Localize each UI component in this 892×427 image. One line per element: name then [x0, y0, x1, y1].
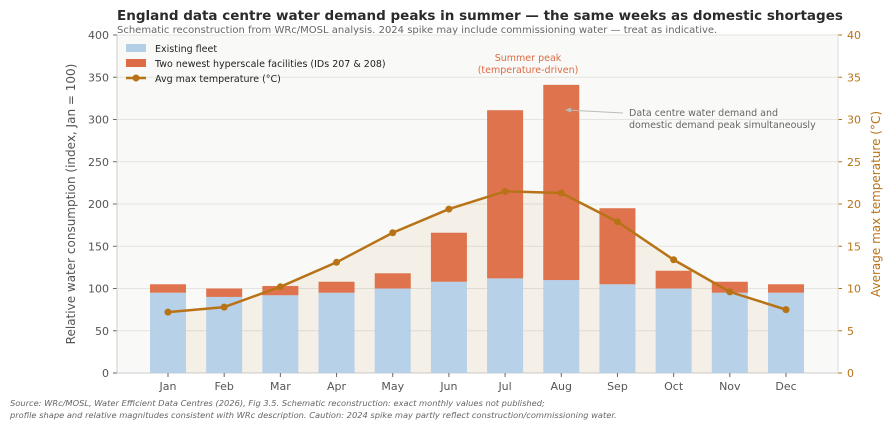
y-tick-label: 100	[88, 283, 109, 296]
annotation-simultaneous-line2: domestic demand peak simultaneously	[629, 120, 816, 131]
bar-hyperscale-feb	[206, 288, 243, 297]
y-tick-label: 300	[88, 114, 109, 127]
annotation-simultaneous-line1: Data centre water demand and	[629, 108, 778, 119]
bar-hyperscale-oct	[655, 270, 692, 289]
annotation-arrow	[566, 109, 624, 114]
temperature-point-dec	[782, 306, 790, 314]
x-tick-label: Sep	[607, 380, 628, 393]
bar-hyperscale-jun	[430, 232, 467, 282]
annotation-summer-peak-line2: (temperature-driven)	[478, 65, 579, 76]
y2-tick-label: 40	[847, 29, 861, 42]
bar-hyperscale-may	[374, 273, 411, 289]
y2-tick-label: 15	[847, 240, 861, 253]
bar-hyperscale-dec	[768, 284, 804, 293]
y-tick-label: 250	[88, 156, 109, 169]
temperature-point-nov	[726, 288, 734, 296]
temperature-point-apr	[333, 258, 341, 266]
bar-hyperscale-jan	[150, 284, 186, 293]
bar-existing-jul	[487, 278, 524, 373]
temperature-point-aug	[557, 189, 565, 197]
y-tick-label: 350	[88, 71, 109, 84]
legend-marker-temperature	[132, 74, 140, 82]
y-tick-label: 150	[88, 240, 109, 253]
chart-subtitle: Schematic reconstruction from WRc/MOSL a…	[117, 25, 718, 36]
y-tick-label: 400	[88, 29, 109, 42]
chart-title: England data centre water demand peaks i…	[117, 8, 843, 24]
legend-label-existing: Existing fleet	[155, 44, 217, 55]
temperature-point-jan	[164, 308, 172, 316]
bar-existing-aug	[543, 280, 580, 373]
source-note: Source: WRc/MOSL, Water Efficient Data C…	[10, 398, 617, 420]
temperature-point-mar	[276, 283, 284, 291]
temperature-point-jul	[501, 187, 509, 195]
bar-hyperscale-nov	[711, 281, 748, 293]
bar-existing-jun	[430, 281, 467, 373]
x-tick-label: May	[381, 380, 404, 393]
y2-tick-label: 20	[847, 198, 861, 211]
x-tick-label: Nov	[719, 380, 741, 393]
x-tick-label: Feb	[214, 380, 233, 393]
bar-existing-nov	[711, 292, 748, 373]
legend-label-temperature: Avg max temperature (°C)	[155, 74, 281, 85]
legend-swatch-existing	[126, 44, 146, 52]
y-axis-label: Relative water consumption (index, Jan =…	[64, 64, 78, 345]
temperature-point-oct	[670, 256, 678, 264]
temperature-point-jun	[445, 205, 453, 213]
y2-tick-label: 10	[847, 283, 861, 296]
y2-tick-label: 30	[847, 114, 861, 127]
y2-tick-label: 35	[847, 71, 861, 84]
legend-label-hyperscale: Two newest hyperscale facilities (IDs 20…	[154, 59, 386, 70]
y2-tick-label: 25	[847, 156, 861, 169]
y-tick-label: 50	[95, 325, 109, 338]
temperature-line	[167, 190, 787, 314]
x-tick-label: Mar	[270, 380, 291, 393]
bar-hyperscale-mar	[262, 285, 299, 296]
bar-existing-oct	[655, 288, 692, 373]
legend-swatch-hyperscale	[126, 59, 146, 67]
y2-tick-label: 5	[847, 325, 854, 338]
bar-hyperscale-aug	[543, 84, 580, 281]
bar-hyperscale-apr	[318, 281, 355, 293]
temperature-point-sep	[613, 218, 621, 226]
x-tick-label: Jan	[159, 380, 177, 393]
x-tick-label: Dec	[775, 380, 796, 393]
x-tick-label: Jul	[497, 380, 511, 393]
temperature-point-may	[389, 229, 397, 237]
bar-existing-may	[374, 288, 411, 373]
x-tick-label: Jun	[439, 380, 457, 393]
bar-existing-mar	[262, 295, 299, 373]
bar-existing-apr	[318, 292, 355, 373]
y-tick-label: 0	[102, 367, 109, 380]
annotation-summer-peak-line1: Summer peak	[495, 53, 562, 64]
x-tick-label: Oct	[664, 380, 684, 393]
x-tick-label: Apr	[327, 380, 347, 393]
y-tick-label: 200	[88, 198, 109, 211]
y2-tick-label: 0	[847, 367, 854, 380]
x-tick-label: Aug	[551, 380, 572, 393]
annotation-arrowhead	[565, 107, 571, 113]
y2-axis-label: Average max temperature (°C)	[869, 111, 883, 297]
temperature-point-feb	[220, 303, 228, 311]
bar-existing-jan	[150, 292, 186, 373]
bar-existing-sep	[599, 284, 636, 373]
